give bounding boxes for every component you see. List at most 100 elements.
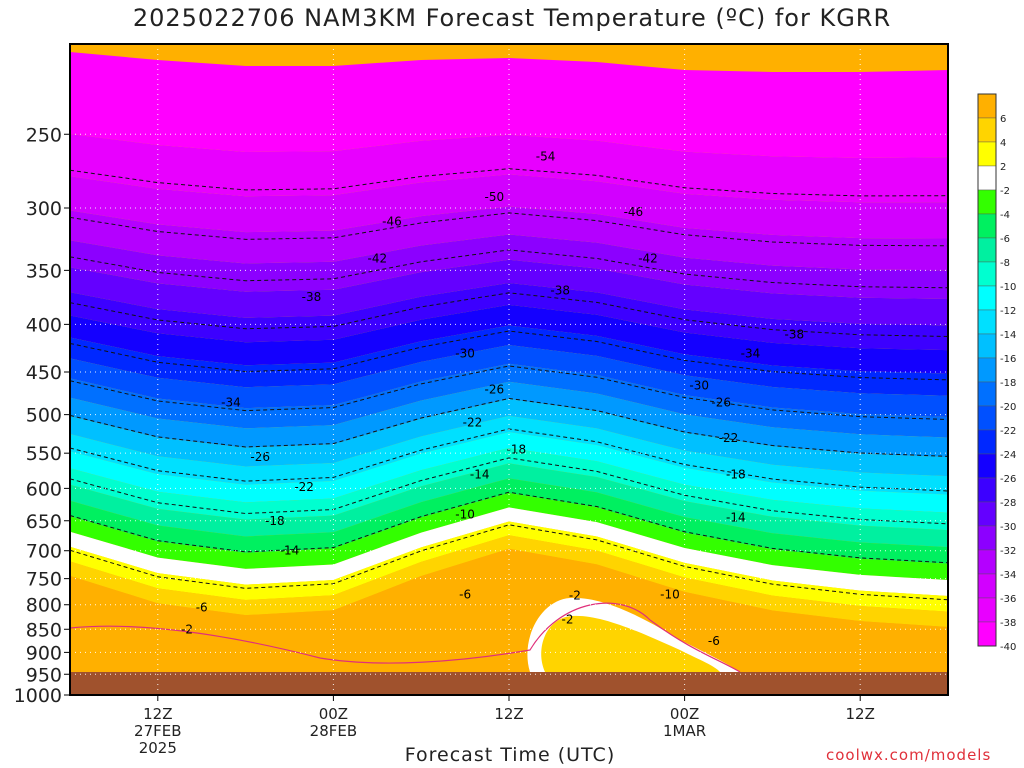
x-tick-label: 2025 (139, 739, 177, 757)
colorbar-swatch (977, 549, 997, 575)
colorbar-label: -38 (1000, 618, 1016, 629)
colorbar-label: -26 (1000, 474, 1016, 485)
temperature-band (70, 259, 948, 326)
contour-label: -34 (741, 347, 761, 361)
y-tick-label: 450 (26, 362, 62, 384)
temperature-band (70, 399, 948, 477)
y-tick-label: 500 (26, 405, 62, 427)
contour-label: -18 (507, 442, 527, 456)
contour-label: -18 (726, 468, 746, 482)
temperature-band (70, 345, 948, 418)
contour-label: -26 (711, 395, 731, 409)
contour-label: -30 (455, 347, 475, 361)
temperature-band (70, 463, 948, 548)
contour-label: -10 (660, 588, 680, 602)
colorbar-swatch (977, 165, 997, 191)
y-tick-label: 900 (26, 642, 62, 664)
colorbar-label: 4 (1000, 138, 1006, 149)
x-tick-label: 1MAR (663, 722, 706, 740)
y-tick-label: 400 (26, 314, 62, 336)
colorbar-label: -2 (1000, 186, 1010, 197)
colorbar-swatch (977, 309, 997, 335)
colorbar-label: -34 (1000, 570, 1016, 581)
y-tick-label: 800 (26, 595, 62, 617)
colorbar-label: -6 (1000, 234, 1010, 245)
x-tick-label: 12Z (494, 705, 523, 723)
x-axis-label: Forecast Time (UTC) (404, 744, 616, 766)
colorbar-label: -8 (1000, 258, 1010, 269)
colorbar-label: -40 (1000, 642, 1016, 653)
freezing-line (69, 602, 741, 673)
contour-line (69, 365, 949, 421)
contour-label: -38 (302, 290, 322, 304)
y-tick-label: 700 (26, 541, 62, 563)
y-tick-label: 600 (26, 478, 62, 500)
contour-line (69, 292, 949, 337)
contour-line (69, 524, 949, 601)
contour-label: -46 (382, 214, 402, 228)
y-tick-label: 250 (26, 124, 62, 146)
colorbar-swatch (977, 189, 997, 215)
colorbar-swatch (977, 333, 997, 359)
colorbar-swatch (977, 213, 997, 239)
y-tick-label: 1000 (14, 685, 62, 707)
colorbar-swatch (977, 117, 997, 143)
x-tick-label: 27FEB (134, 722, 181, 740)
temperature-band (70, 133, 948, 203)
chart-title: 2025022706 NAM3KM Forecast Temperature (… (132, 4, 892, 32)
temperature-band (70, 548, 948, 695)
x-tick-label: 00Z (319, 705, 348, 723)
contour-label: -26 (250, 450, 270, 464)
colorbar-swatch (977, 597, 997, 623)
contour-label: -2 (569, 589, 581, 603)
contour-label: -42 (638, 252, 658, 266)
colorbar-label: -20 (1000, 402, 1016, 413)
temperature-band (70, 363, 948, 438)
temperature-band (70, 174, 948, 239)
contour-label: -6 (459, 588, 471, 602)
contour-label: -30 (689, 378, 709, 392)
colorbar-label: -18 (1000, 378, 1016, 389)
colorbar-swatch (977, 285, 997, 311)
temperature-band (70, 447, 948, 531)
colorbar-swatch (977, 237, 997, 263)
temperature-band (70, 206, 948, 271)
y-tick-label: 850 (26, 619, 62, 641)
contour-label: -14 (280, 544, 300, 558)
colorbar-swatch (977, 525, 997, 551)
y-tick-label: 650 (26, 511, 62, 533)
colorbar-label: -22 (1000, 426, 1016, 437)
temperature-band (70, 415, 948, 495)
temperature-band (70, 283, 948, 351)
colorbar-label: -32 (1000, 546, 1016, 557)
x-tick-label: 00Z (670, 705, 699, 723)
contour-line (69, 212, 949, 247)
contour-label: -22 (719, 431, 739, 445)
colorbar-swatch (977, 381, 997, 407)
contour-label: -42 (367, 252, 387, 266)
temperature-band (70, 535, 948, 627)
contour-label: -10 (455, 507, 475, 521)
colorbar-label: -30 (1000, 522, 1016, 533)
contour-label: -22 (294, 480, 314, 494)
colorbar-swatch (977, 477, 997, 503)
y-tick-label: 300 (26, 198, 62, 220)
x-tick-label: 28FEB (310, 722, 357, 740)
colorbar-swatch (977, 405, 997, 431)
credit-link[interactable]: coolwx.com/models (826, 746, 992, 764)
temperature-band (70, 507, 948, 596)
contour-label: -50 (485, 190, 505, 204)
contour-label: -6 (196, 600, 208, 614)
y-tick-label: 550 (26, 443, 62, 465)
contour-label: -14 (726, 511, 746, 525)
y-tick-label: 350 (26, 260, 62, 282)
x-tick-label: 12Z (846, 705, 875, 723)
contour-line (69, 457, 949, 525)
temperature-band (70, 521, 948, 612)
temperature-band (541, 615, 720, 672)
colorbar-frame (977, 93, 997, 647)
colorbar-label: -24 (1000, 450, 1016, 461)
contour-line (69, 428, 949, 492)
